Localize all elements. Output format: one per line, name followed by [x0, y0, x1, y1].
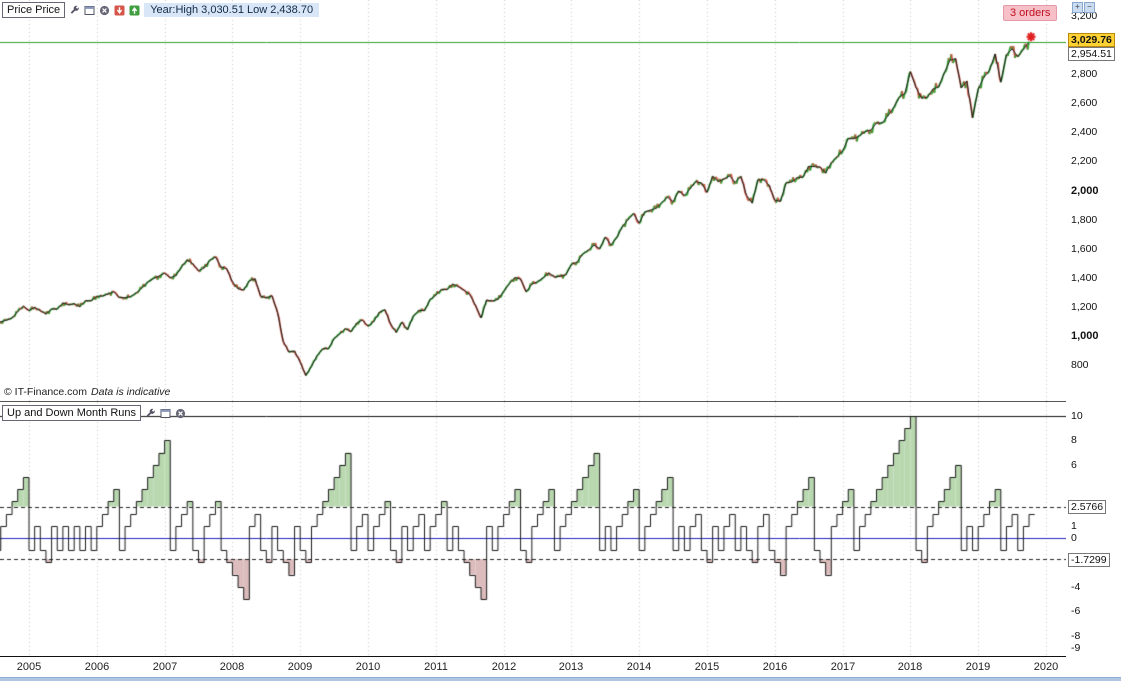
- wrench-icon[interactable]: [69, 5, 80, 16]
- indicator-axis-tick: -9: [1071, 642, 1081, 654]
- price-axis-tick: 1,200: [1071, 301, 1098, 313]
- year-label: 2015: [694, 661, 720, 673]
- indicator-chart-canvas[interactable]: [0, 402, 1066, 656]
- price-axis-tick: 2,600: [1071, 97, 1098, 109]
- price-axis-tick: 1,800: [1071, 214, 1098, 226]
- year-label: 2011: [424, 661, 448, 673]
- horizontal-scrollbar[interactable]: [0, 677, 1121, 681]
- price-axis-tick: 800: [1071, 359, 1089, 371]
- copyright-text: © IT-Finance.com: [4, 386, 88, 398]
- price-axis[interactable]: 3,200 3,029.76 2,954.51 2,800 2,600 2,40…: [1067, 0, 1121, 402]
- axis-zoom-out-icon[interactable]: −: [1084, 2, 1095, 13]
- year-label: 2020: [1033, 661, 1059, 673]
- upper-band-label: 2.5766: [1068, 500, 1107, 514]
- lower-band-label: -1.7299: [1068, 553, 1110, 567]
- price-legend-label: Price Price: [7, 4, 61, 16]
- price-panel: Price Price Year:High 3,030.51 Low 2,438…: [0, 0, 1066, 402]
- indicator-axis-tick: -6: [1071, 605, 1081, 617]
- year-label: 2016: [762, 661, 788, 673]
- year-label: 2007: [152, 661, 178, 673]
- year-label: 2008: [219, 661, 245, 673]
- indicator-axis-tick: -8: [1071, 630, 1081, 642]
- price-legend: Price Price Year:High 3,030.51 Low 2,438…: [2, 2, 320, 18]
- price-legend-chip[interactable]: Price Price: [2, 2, 66, 18]
- disclaimer-text: Data is indicative: [91, 386, 171, 398]
- indicator-axis-tick: -4: [1071, 581, 1081, 593]
- price-axis-tick: 2,800: [1071, 68, 1098, 80]
- price-chart-canvas[interactable]: [0, 0, 1066, 401]
- close-icon[interactable]: [99, 5, 110, 16]
- price-axis-tick: 1,400: [1071, 272, 1098, 284]
- window-icon[interactable]: [84, 5, 95, 16]
- indicator-panel: Up and Down Month Runs: [0, 402, 1066, 657]
- indicator-axis-tick: 10: [1071, 410, 1083, 422]
- close-icon[interactable]: [175, 408, 186, 419]
- year-label: 2019: [965, 661, 991, 673]
- indicator-legend-label: Up and Down Month Runs: [7, 407, 137, 419]
- price-axis-tick: 2,000: [1071, 185, 1099, 197]
- price-axis-tick: 1,600: [1071, 243, 1098, 255]
- year-label: 2009: [287, 661, 313, 673]
- indicator-axis-tick: 1: [1071, 520, 1077, 532]
- year-label: 2014: [626, 661, 652, 673]
- year-label: 2010: [355, 661, 381, 673]
- year-label: 2012: [491, 661, 517, 673]
- indicator-axis[interactable]: 10 8 6 2.5766 1 0 -1.7299 -4 -6 -8 -9: [1067, 402, 1121, 657]
- price-axis-tick: 1,000: [1071, 330, 1099, 342]
- price-axis-tick: 3,200: [1071, 10, 1098, 22]
- year-label: 2006: [84, 661, 110, 673]
- year-label: 2017: [830, 661, 856, 673]
- last-price-label: 3,029.76: [1068, 33, 1115, 47]
- buy-arrow-icon[interactable]: [129, 5, 140, 16]
- indicator-axis-tick: 8: [1071, 434, 1077, 446]
- copyright-notice: © IT-Finance.com Data is indicative: [4, 386, 170, 398]
- orders-badge[interactable]: 3 orders: [1003, 5, 1058, 21]
- indicator-axis-tick: 6: [1071, 459, 1077, 471]
- indicator-legend: Up and Down Month Runs: [2, 405, 186, 421]
- secondary-price-label: 2,954.51: [1068, 47, 1115, 61]
- year-label: 2018: [897, 661, 923, 673]
- wrench-icon[interactable]: [145, 408, 156, 419]
- year-label: 2013: [558, 661, 584, 673]
- indicator-axis-tick: 0: [1071, 532, 1077, 544]
- sell-arrow-icon[interactable]: [114, 5, 125, 16]
- axis-zoom-in-icon[interactable]: +: [1072, 2, 1083, 13]
- window-icon[interactable]: [160, 408, 171, 419]
- price-axis-tick: 2,200: [1071, 155, 1098, 167]
- year-high-low-info: Year:High 3,030.51 Low 2,438.70: [144, 3, 320, 17]
- year-label: 2005: [16, 661, 42, 673]
- indicator-legend-chip[interactable]: Up and Down Month Runs: [2, 405, 142, 421]
- price-axis-tick: 2,400: [1071, 126, 1098, 138]
